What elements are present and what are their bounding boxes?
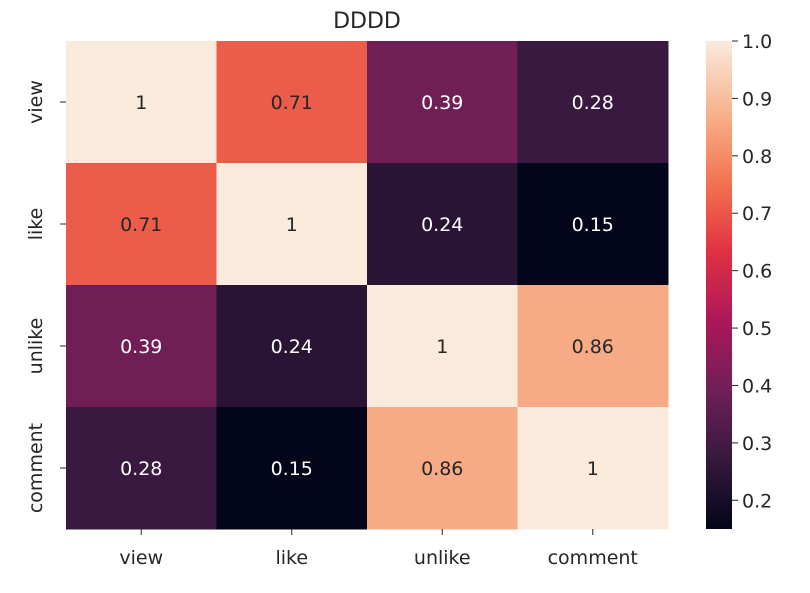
colorbar-gradient — [706, 41, 732, 529]
cell-annotation: 0.39 — [120, 336, 162, 358]
heatmap-cell — [216, 285, 368, 408]
colorbar-tick-label: 0.2 — [742, 490, 772, 512]
heatmap-cell — [66, 41, 217, 164]
colorbar-tick-label: 0.3 — [742, 433, 772, 455]
colorbar-tick-label: 0.5 — [742, 318, 772, 340]
cell-annotation: 1 — [286, 214, 298, 236]
y-tick-label: view — [25, 80, 47, 124]
x-tick-label: view — [119, 547, 163, 569]
chart-title: DDDD — [333, 9, 401, 34]
y-tick-label: comment — [25, 423, 47, 513]
heatmap-cell — [367, 41, 518, 164]
y-axis: view like unlike comment — [25, 80, 66, 513]
cell-annotation: 0.71 — [271, 92, 313, 114]
x-tick-label: like — [275, 547, 308, 569]
cell-annotation: 0.86 — [572, 336, 614, 358]
colorbar-tick-label: 0.6 — [742, 261, 772, 283]
heatmap-cell — [367, 285, 518, 408]
cell-annotation: 0.24 — [421, 214, 463, 236]
cell-annotation: 0.28 — [572, 92, 614, 114]
cell-annotation: 1 — [587, 458, 599, 480]
cell-annotation: 0.71 — [120, 214, 162, 236]
colorbar-tick-label: 0.8 — [742, 146, 772, 168]
heatmap-cell — [367, 407, 518, 530]
y-tick-label: like — [25, 208, 47, 241]
heatmap-cell — [216, 163, 368, 286]
heatmap-cell — [517, 163, 669, 286]
cell-annotation: 1 — [436, 336, 448, 358]
colorbar-tick-label: 0.9 — [742, 88, 772, 110]
heatmap-cell — [216, 407, 368, 530]
cell-annotation: 0.86 — [421, 458, 463, 480]
cell-annotation: 0.39 — [421, 92, 463, 114]
heatmap-cell — [66, 285, 217, 408]
colorbar: 0.2 0.3 0.4 0.5 0.6 0.7 0.8 0.9 1.0 — [706, 31, 772, 529]
cell-annotation: 0.15 — [271, 458, 313, 480]
colorbar-tick-label: 1.0 — [742, 31, 772, 53]
heatmap-cell — [517, 285, 669, 408]
x-tick-label: comment — [548, 547, 638, 569]
y-tick-label: unlike — [25, 318, 47, 375]
heatmap-cell — [66, 407, 217, 530]
colorbar-tick-label: 0.7 — [742, 203, 772, 225]
heatmap-cell — [517, 407, 669, 530]
cell-annotation: 0.15 — [572, 214, 614, 236]
heatmap-cell — [517, 41, 669, 164]
x-tick-label: unlike — [414, 547, 471, 569]
colorbar-tick-label: 0.4 — [742, 375, 772, 397]
heatmap-cells: 1 0.71 0.39 0.28 0.71 1 0.24 0.15 0.39 0.24 1 0.86 0… — [66, 41, 669, 530]
heatmap-cell — [66, 163, 217, 286]
x-axis: view like unlike comment — [119, 529, 638, 569]
heatmap-cell — [216, 41, 368, 164]
cell-annotation: 0.24 — [271, 336, 313, 358]
cell-annotation: 0.28 — [120, 458, 162, 480]
cell-annotation: 1 — [135, 92, 147, 114]
heatmap-cell — [367, 163, 518, 286]
